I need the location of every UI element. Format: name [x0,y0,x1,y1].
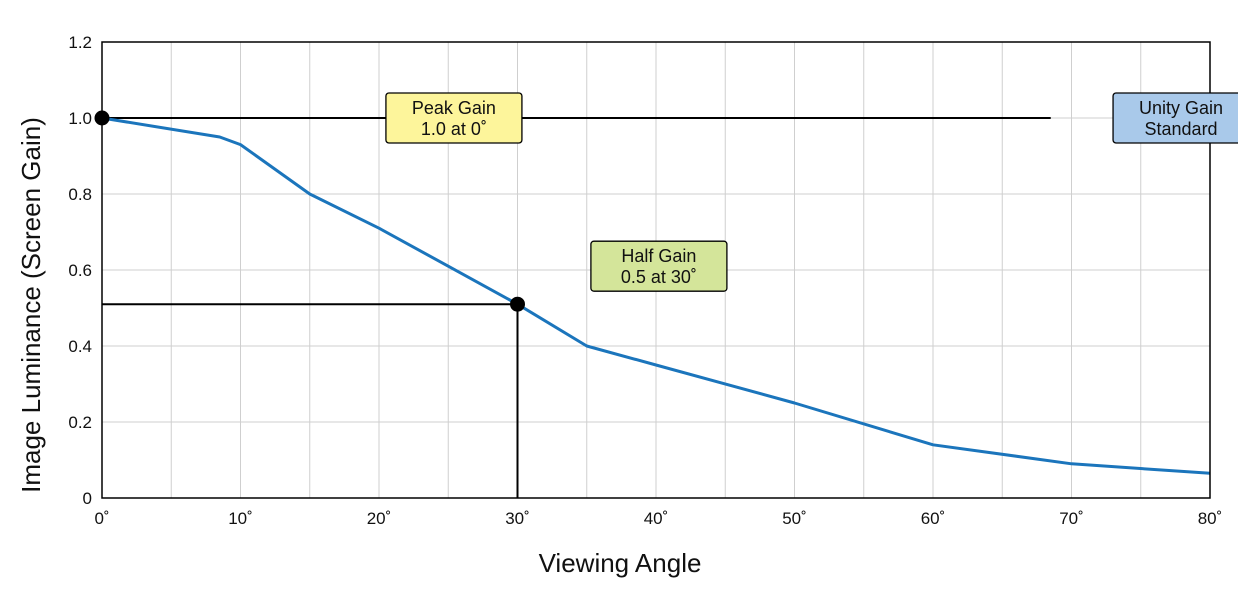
y-tick-label: 0.6 [68,261,92,280]
y-tick-label: 0 [83,489,92,508]
x-tick-label: 60˚ [921,509,946,528]
peak-callout-text: 1.0 at 0˚ [421,119,487,139]
x-tick-label: 80˚ [1198,509,1223,528]
x-tick-label: 30˚ [505,509,530,528]
plot-frame [101,41,1211,499]
peak-callout-box [385,92,523,144]
y-tick-label: 0.2 [68,413,92,432]
half-callout-text: Half Gain [621,246,696,266]
x-tick-label: 10˚ [228,509,253,528]
axes [101,41,1211,499]
x-tick-label: 50˚ [782,509,807,528]
data-marker [94,110,110,126]
x-tick-label: 0˚ [94,509,109,528]
x-tick-label: 70˚ [1059,509,1084,528]
x-tick-label: 40˚ [644,509,669,528]
unity-callout-text: Unity Gain [1139,98,1223,118]
data-marker [510,296,525,312]
half-callout-text: 0.5 at 30˚ [621,267,697,287]
half-callout-box [590,240,728,292]
y-axis-title: Image Luminance (Screen Gain) [16,117,46,493]
peak-callout-text: Peak Gain [412,98,496,118]
y-tick-label: 0.8 [68,185,92,204]
unity-callout-box [1112,92,1238,144]
x-axis-title: Viewing Angle [539,548,702,578]
unity-callout-text: Standard [1145,119,1218,139]
markers [94,110,525,312]
reference-lines [102,117,1051,498]
y-tick-label: 0.4 [68,337,92,356]
y-tick-label: 1.0 [68,109,92,128]
tick-labels: 0˚ 10˚ 20˚ 30˚ 40˚ 50˚ 60˚ 70˚ 80˚ 0 0.2 0.4 0.6 0.8 1… [68,33,1222,528]
y-tick-label: 1.2 [68,33,92,52]
x-tick-label: 20˚ [367,509,392,528]
